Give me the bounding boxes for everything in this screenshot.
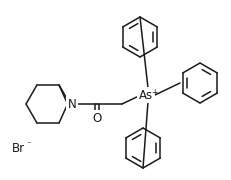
Text: +: + xyxy=(150,87,157,96)
Text: Br: Br xyxy=(12,141,25,154)
Text: N: N xyxy=(67,98,76,111)
Text: O: O xyxy=(92,111,101,125)
Text: As: As xyxy=(138,89,152,102)
Text: ⁻: ⁻ xyxy=(26,141,31,150)
